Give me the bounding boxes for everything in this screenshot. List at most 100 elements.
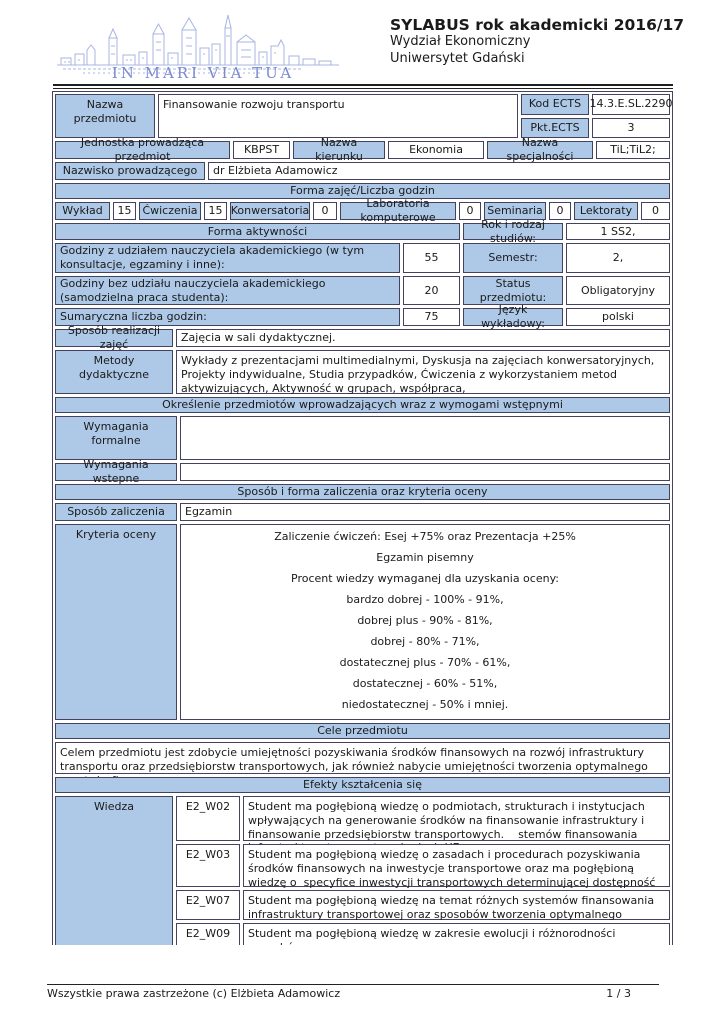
methods-value: Wykłady z prezentacjami multimedialnymi,… <box>176 350 670 395</box>
status-label: Status przedmiotu: <box>463 276 563 305</box>
subject-row: Nazwa przedmiotu Finansowanie rozwoju tr… <box>55 94 672 138</box>
spec-value: TiL;TiL2; <box>596 141 670 159</box>
goals-section-header-row: Cele przedmiotu <box>55 723 670 739</box>
initial-requirements-value <box>180 463 670 481</box>
criteria-line: dobrej plus - 90% - 81%, <box>357 614 493 627</box>
field-label: Nazwa kierunku <box>293 136 385 163</box>
outcome-text: Student ma pogłębioną wiedzę o podmiotac… <box>243 796 670 854</box>
semester-label: Semestr: <box>463 243 563 273</box>
page-header: IN MARI VIA TUA SYLABUS rok akademicki 2… <box>53 6 684 84</box>
formal-requirements-value <box>180 416 670 460</box>
outcomes-category-label: Wiedza <box>55 796 173 945</box>
hours-item-value: 0 <box>641 202 670 220</box>
criteria-line: dobrej - 80% - 71%, <box>370 635 480 648</box>
formal-requirements-label: Wymagania formalne <box>55 416 177 460</box>
outcomes-section-title: Efekty kształcenia się <box>55 777 670 793</box>
prerequisites-section-title: Określenie przedmiotów wprowadzających w… <box>55 397 670 413</box>
criteria-line: dostatecznej - 60% - 51%, <box>352 677 498 690</box>
hours-item-value: 0 <box>313 202 337 220</box>
unit-value: KBPST <box>233 141 290 159</box>
faculty-name: Wydział Ekonomiczny <box>390 34 531 49</box>
lecturer-value: dr Elżbieta Adamowicz <box>208 162 670 180</box>
assessment-section-title: Sposób i forma zaliczenia oraz kryteria … <box>55 484 670 500</box>
assessment-method-label: Sposób zaliczenia <box>55 503 177 521</box>
assessment-section-header-row: Sposób i forma zaliczenia oraz kryteria … <box>55 484 670 500</box>
header-divider <box>53 84 673 89</box>
criteria-value: Zaliczenie ćwiczeń: Esej +75% oraz Preze… <box>180 524 670 720</box>
hours-values-row: Wykład 15 Ćwiczenia 15 Konwersatoria 0 L… <box>55 197 670 224</box>
with-teacher-value: 55 <box>403 243 460 273</box>
with-teacher-label: Godziny z udziałem nauczyciela akademick… <box>55 243 400 273</box>
outcomes-rows: E2_W02 Student ma pogłębioną wiedzę o po… <box>176 796 670 945</box>
ects-code-label: Kod ECTS <box>521 94 589 115</box>
criteria-line: Procent wiedzy wymaganej dla uzyskania o… <box>291 572 559 585</box>
ects-block: Kod ECTS 14.3.E.SL.2290 Pkt.ECTS 3 <box>521 94 672 138</box>
syllabus-table: Nazwa przedmiotu Finansowanie rozwoju tr… <box>52 91 673 945</box>
unit-label: Jednostka prowadząca przedmiot <box>55 136 230 163</box>
footer-copyright: Wszystkie prawa zastrzeżone (c) Elżbieta… <box>47 987 341 1000</box>
unit-row: Jednostka prowadząca przedmiot KBPST Naz… <box>55 136 670 163</box>
page-footer: Wszystkie prawa zastrzeżone (c) Elżbieta… <box>47 984 659 1000</box>
methods-label: Metody dydaktyczne <box>55 350 173 394</box>
total-hours-row: Sumaryczna liczba godzin: 75 Język wykła… <box>55 303 670 330</box>
outcome-text: Student ma pogłębioną wiedzę na temat ró… <box>243 890 670 935</box>
activity-header: Forma aktywności <box>55 223 460 240</box>
semester-value: 2, <box>566 243 670 273</box>
language-label: Język wykładowy: <box>463 303 563 330</box>
outcome-row: E2_W09 Student ma pogłębioną wiedzę w za… <box>176 923 670 945</box>
methods-row: Metody dydaktyczne Wykłady z prezentacja… <box>55 350 670 395</box>
university-name: Uniwersytet Gdański <box>390 50 525 66</box>
spec-label: Nazwa specjalności <box>487 136 593 163</box>
hours-section-header-row: Forma zajęć/Liczba godzin <box>55 183 670 199</box>
goals-text-row: Celem przedmiotu jest zdobycie umiejętno… <box>55 742 670 787</box>
document-title-block: SYLABUS rok akademicki 2016/17 Wydział E… <box>390 16 684 68</box>
goals-section-title: Cele przedmiotu <box>55 723 670 739</box>
field-value: Ekonomia <box>388 141 484 159</box>
outcome-code: E2_W03 <box>176 844 240 887</box>
assessment-method-value: Egzamin <box>180 503 670 521</box>
outcome-text: Student ma pogłębioną wiedzę o zasadach … <box>243 844 670 902</box>
criteria-label: Kryteria oceny <box>55 524 177 720</box>
subject-label: Nazwa przedmiotu <box>55 94 155 138</box>
document-title: SYLABUS rok akademicki 2016/17 <box>390 16 685 34</box>
ects-code-value: 14.3.E.SL.2290 <box>589 94 672 115</box>
criteria-line: Egzamin pisemny <box>376 551 474 564</box>
outcome-text: Student ma pogłębioną wiedzę w zakresie … <box>243 923 670 945</box>
criteria-line: Zaliczenie ćwiczeń: Esej +75% oraz Preze… <box>274 530 576 543</box>
university-skyline-logo: IN MARI VIA TUA <box>53 8 343 88</box>
logo-motto: IN MARI VIA TUA <box>112 64 294 82</box>
realization-row: Sposób realizacji zajęć Zajęcia w sali d… <box>55 324 670 351</box>
lecturer-row: Nazwisko prowadzącego dr Elżbieta Adamow… <box>55 162 670 180</box>
criteria-line: niedostatecznej - 50% i mniej. <box>341 698 509 711</box>
footer-page-number: 1 / 3 <box>606 987 631 1000</box>
hours-item-label: Laboratoria komputerowe <box>340 197 456 224</box>
outcome-row: E2_W03 Student ma pogłębioną wiedzę o za… <box>176 844 670 902</box>
activity-header-row: Forma aktywności Rok i rodzaj studiów: 1… <box>55 218 670 245</box>
hours-item-label: Konwersatoria <box>230 202 310 220</box>
ects-points-value: 3 <box>592 117 670 138</box>
total-value: 75 <box>403 308 460 326</box>
outcome-code: E2_W09 <box>176 923 240 945</box>
lecturer-label: Nazwisko prowadzącego <box>55 162 205 180</box>
hours-item-label: Lektoraty <box>574 202 638 220</box>
ects-code-row: Kod ECTS 14.3.E.SL.2290 <box>521 94 672 115</box>
year-value: 1 SS2, <box>566 223 670 240</box>
outcome-code: E2_W07 <box>176 890 240 920</box>
hours-item-value: 0 <box>549 202 571 220</box>
outcomes-block: Wiedza E2_W02 Student ma pogłębioną wied… <box>55 796 670 945</box>
realization-value: Zajęcia w sali dydaktycznej. <box>176 329 670 347</box>
goals-text: Celem przedmiotu jest zdobycie umiejętno… <box>55 742 670 787</box>
language-value: polski <box>566 308 670 326</box>
criteria-row: Kryteria oceny Zaliczenie ćwiczeń: Esej … <box>55 524 670 720</box>
realization-label: Sposób realizacji zajęć <box>55 324 173 351</box>
gdansk-skyline-icon: IN MARI VIA TUA <box>57 14 339 82</box>
hours-item-label: Wykład <box>55 202 110 220</box>
self-study-row: Godziny bez udziału nauczyciela akademic… <box>55 276 670 305</box>
prerequisites-section-header-row: Określenie przedmiotów wprowadzających w… <box>55 397 670 413</box>
criteria-line: dostatecznej plus - 70% - 61%, <box>339 656 511 669</box>
outcome-code: E2_W02 <box>176 796 240 841</box>
assessment-method-row: Sposób zaliczenia Egzamin <box>55 503 670 521</box>
without-teacher-label: Godziny bez udziału nauczyciela akademic… <box>55 276 400 305</box>
ects-points-label: Pkt.ECTS <box>521 117 589 138</box>
hours-item-value: 15 <box>204 202 227 220</box>
